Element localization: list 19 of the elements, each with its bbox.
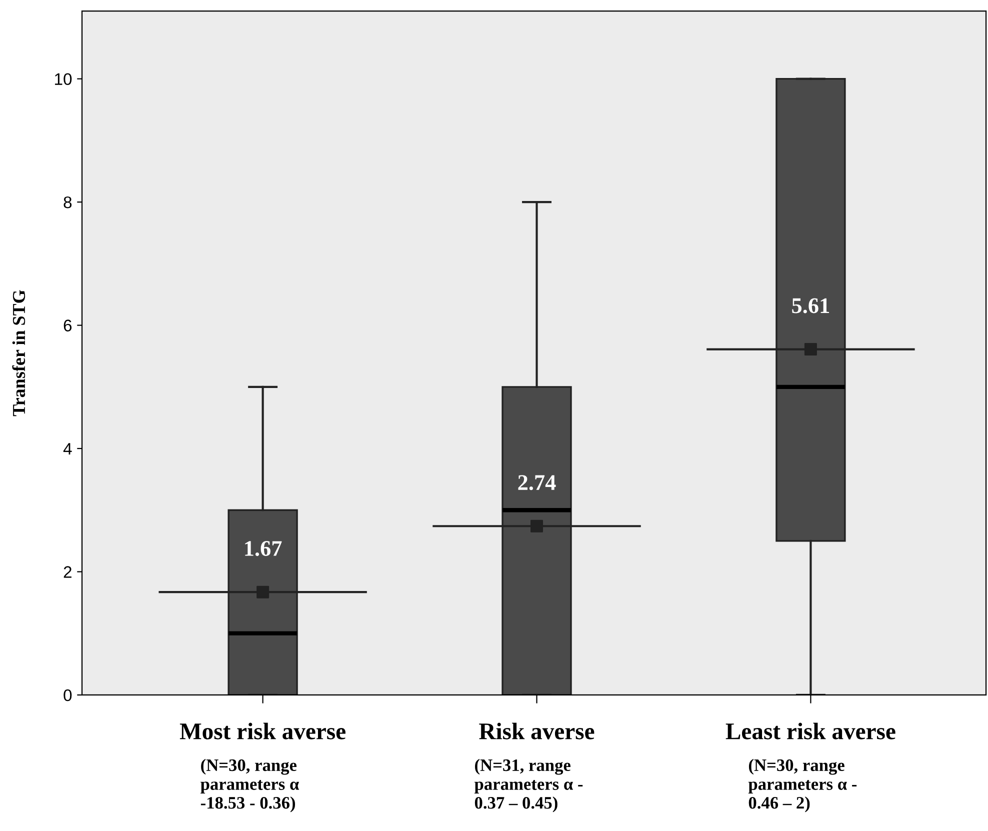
text: (N=30, range parameters α - 0.46 – 2) — [748, 758, 857, 812]
point — [804, 343, 817, 356]
annotation: 2.74 — [518, 475, 556, 490]
y-tick-label: 8 — [64, 196, 72, 208]
y-tick-label: 10 — [55, 73, 72, 86]
y-axis-title: Transfer in STG — [12, 290, 26, 416]
text: (N=30, range parameters α -18.53 - 0.36) — [200, 758, 299, 812]
x-tick-label: Risk averse — [479, 722, 594, 740]
annotation: 1.67 — [245, 541, 282, 556]
y-tick-label: 2 — [64, 566, 72, 578]
y-tick-label: 6 — [64, 320, 72, 332]
y-tick-label: 0 — [64, 689, 72, 702]
x-tick-label: Most risk averse — [180, 722, 346, 740]
point — [256, 586, 270, 598]
text: (N=31, range parameters α - 0.37 – 0.45) — [474, 758, 583, 812]
annotation: 5.61 — [792, 298, 829, 314]
y-tick-label: 4 — [63, 443, 72, 455]
x-tick-label: Least risk averse — [726, 722, 896, 740]
point — [530, 520, 544, 532]
